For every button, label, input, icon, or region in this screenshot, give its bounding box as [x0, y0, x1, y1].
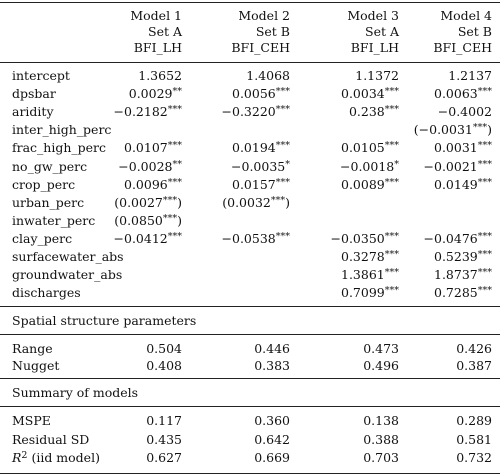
spatial-end-rule — [0, 378, 500, 379]
coef-row-label: no_gw_perc — [12, 158, 88, 174]
model-2-target: BFI_CEH — [231, 40, 290, 55]
coef-row-cell: −0.0350*** — [330, 230, 399, 246]
summary-row-cell: 0.117 — [146, 413, 182, 428]
coef-row-cell: 0.238*** — [348, 104, 399, 120]
coef-row-cell: 0.0056*** — [232, 86, 290, 102]
coef-row-label: dpsbar — [12, 86, 56, 102]
spatial-row-cell: 0.426 — [456, 341, 492, 356]
spatial-row-cell: 0.496 — [363, 358, 399, 373]
spatial-section-title: Spatial structure parameters — [12, 313, 197, 328]
model-4-set: Set B — [457, 24, 492, 39]
coef-row-cell: 0.0034*** — [341, 86, 399, 102]
coef-row-label: intercept — [12, 68, 70, 83]
coef-end-rule — [0, 306, 500, 307]
spatial-title-rule — [0, 334, 500, 335]
coef-row-cell: 0.0105*** — [341, 140, 399, 156]
coef-row-cell: 0.0031*** — [434, 140, 492, 156]
coef-row-cell: 0.0063*** — [434, 86, 492, 102]
summary-title-rule — [0, 406, 500, 407]
summary-row-label: MSPE — [12, 413, 51, 428]
model-1-set: Set A — [148, 24, 182, 39]
coef-row-cell: 1.1372 — [355, 68, 399, 83]
spatial-row-label: Nugget — [12, 358, 60, 373]
coef-row-cell: −0.4002 — [437, 104, 492, 120]
coef-row-cell: (−0.0031***) — [413, 122, 492, 138]
top-rule — [0, 2, 500, 4]
coef-row-cell: (0.0850***) — [114, 212, 182, 228]
coef-row-cell: 1.2137 — [448, 68, 492, 83]
coef-row-cell: 0.0089*** — [341, 176, 399, 192]
coef-row-label: urban_perc — [12, 194, 85, 210]
coef-row-cell: 0.5239*** — [434, 249, 492, 264]
model-3-target: BFI_LH — [350, 40, 399, 55]
spatial-row-cell: 0.387 — [456, 358, 492, 373]
coef-row-cell: −0.2182*** — [113, 104, 182, 120]
coef-row-label: surfacewater_abs — [12, 249, 124, 264]
coef-row-cell: 0.7099*** — [341, 285, 399, 301]
coef-row-label: inter_high_perc — [12, 122, 112, 138]
summary-row-cell: 0.360 — [254, 413, 290, 428]
coef-row-label: frac_high_perc — [12, 140, 107, 156]
spatial-row-label: Range — [12, 341, 53, 356]
summary-row-cell: 0.703 — [363, 450, 399, 465]
summary-row-label: R2 (iid model) — [12, 450, 100, 465]
coef-row-cell: 1.3861*** — [341, 267, 399, 283]
model-1-target: BFI_LH — [133, 40, 182, 55]
coef-row-cell: 0.3278*** — [341, 249, 399, 264]
summary-row-cell: 0.138 — [363, 413, 399, 428]
model-3-set: Set A — [365, 24, 399, 39]
coef-row-cell: 0.0107*** — [124, 140, 182, 156]
summary-row-cell: 0.627 — [146, 450, 182, 465]
model-1-name: Model 1 — [130, 8, 182, 23]
coef-row-label: clay_perc — [12, 230, 73, 246]
coef-row-cell: 0.0029** — [128, 86, 182, 102]
coef-row-cell: −0.3220*** — [221, 104, 290, 120]
summary-row-cell: 0.669 — [254, 450, 290, 465]
summary-row-cell: 0.435 — [146, 431, 182, 447]
summary-row-cell: 0.581 — [456, 431, 492, 447]
model-4-name: Model 4 — [440, 8, 492, 23]
coef-row-label: aridity — [12, 104, 54, 120]
coef-row-cell: 1.3652 — [138, 68, 182, 83]
model-4-target: BFI_CEH — [433, 40, 492, 55]
coef-row-label: crop_perc — [12, 176, 76, 192]
spatial-row-cell: 0.473 — [363, 341, 399, 356]
coef-row-cell: (0.0032***) — [222, 194, 290, 210]
coef-row-cell: 0.7285*** — [434, 285, 492, 301]
header-rule — [0, 62, 500, 63]
spatial-row-cell: 0.504 — [146, 341, 182, 356]
spatial-row-cell: 0.446 — [254, 341, 290, 356]
coef-row-cell: 0.0157*** — [232, 176, 290, 192]
summary-row-cell: 0.642 — [254, 431, 290, 447]
coef-row-cell: −0.0476*** — [423, 230, 492, 246]
summary-section-title: Summary of models — [12, 385, 139, 400]
summary-row-label: Residual SD — [12, 431, 90, 447]
summary-row-cell: 0.732 — [456, 450, 492, 465]
coef-row-cell: 1.4068 — [246, 68, 290, 83]
coef-row-cell: −0.0028** — [118, 158, 182, 174]
spatial-row-cell: 0.383 — [254, 358, 290, 373]
spatial-row-cell: 0.408 — [146, 358, 182, 373]
coef-row-cell: 0.0096*** — [124, 176, 182, 192]
coef-row-label: discharges — [12, 285, 81, 301]
model-2-set: Set B — [255, 24, 290, 39]
coef-row-cell: 0.0194*** — [232, 140, 290, 156]
coef-row-cell: −0.0018* — [340, 158, 399, 174]
coef-row-cell: −0.0538*** — [221, 230, 290, 246]
model-2-name: Model 2 — [238, 8, 290, 23]
model-3-name: Model 3 — [347, 8, 399, 23]
coef-row-label: inwater_perc — [12, 212, 96, 228]
bottom-rule — [0, 473, 500, 475]
coef-row-cell: −0.0035* — [231, 158, 290, 174]
coef-row-cell: 1.8737*** — [434, 267, 492, 283]
coef-row-cell: (0.0027***) — [114, 194, 182, 210]
coef-row-cell: 0.0149*** — [434, 176, 492, 192]
summary-row-cell: 0.289 — [456, 413, 492, 428]
coef-row-label: groundwater_abs — [12, 267, 123, 283]
summary-row-cell: 0.388 — [363, 431, 399, 447]
coef-row-cell: −0.0412*** — [113, 230, 182, 246]
coef-row-cell: −0.0021*** — [423, 158, 492, 174]
